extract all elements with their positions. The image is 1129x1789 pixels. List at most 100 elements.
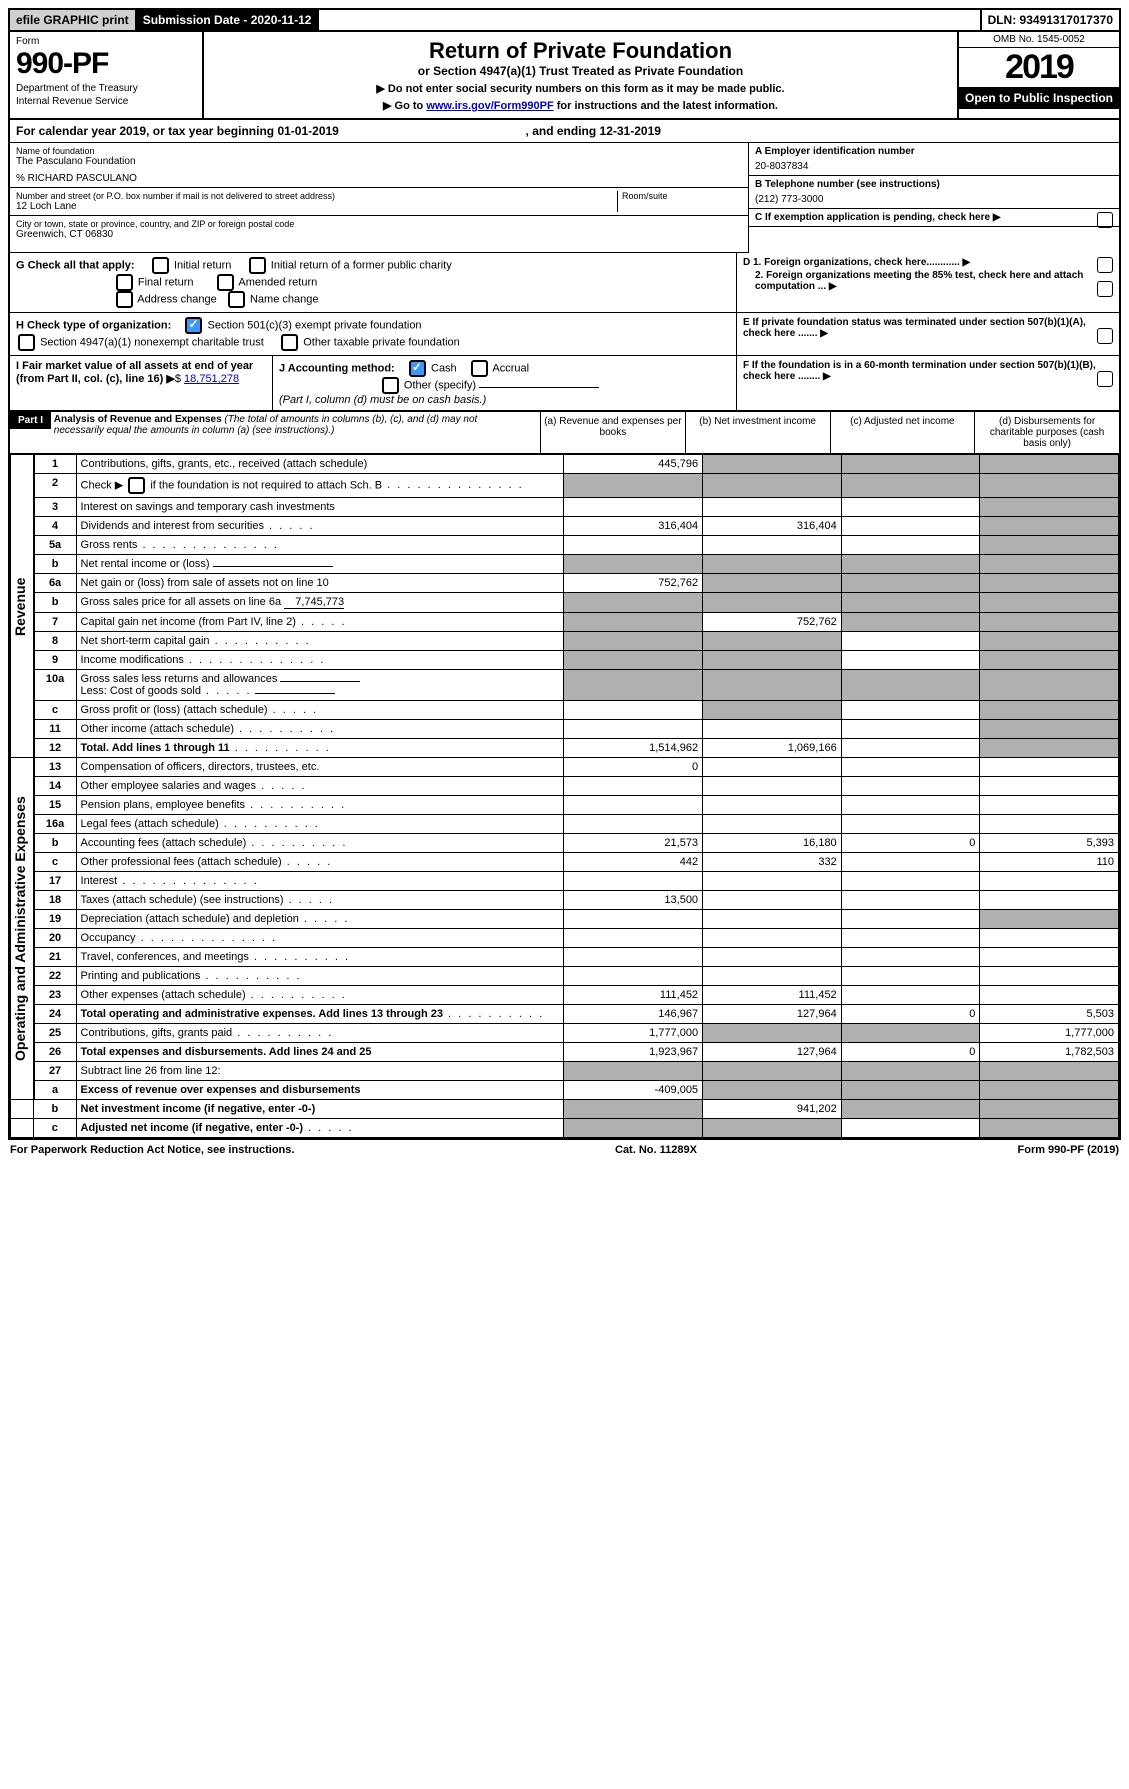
ein-value: 20-8037834 — [755, 161, 1113, 172]
name-change-checkbox[interactable] — [228, 291, 245, 308]
table-row: b Net rental income or (loss) — [11, 555, 1119, 574]
table-row: 20 Occupancy — [11, 929, 1119, 948]
line-val-b — [703, 455, 842, 474]
efile-print-button[interactable]: efile GRAPHIC print — [10, 10, 137, 30]
line-val-a: 13,500 — [564, 891, 703, 910]
final-return-checkbox[interactable] — [116, 274, 133, 291]
line-val-b: 316,404 — [703, 517, 842, 536]
4947a1-checkbox[interactable] — [18, 334, 35, 351]
form-title: Return of Private Foundation — [210, 38, 951, 64]
j-note: (Part I, column (d) must be on cash basi… — [279, 394, 486, 406]
l23-text: Other expenses (attach schedule) — [81, 989, 246, 1001]
table-row: 8 Net short-term capital gain — [11, 632, 1119, 651]
header-left: Form 990-PF Department of the Treasury I… — [10, 32, 204, 118]
line-num: 12 — [34, 739, 76, 758]
f-checkbox[interactable] — [1097, 371, 1113, 387]
h-opt-2: Section 4947(a)(1) nonexempt charitable … — [40, 336, 264, 348]
line-num: b — [34, 593, 76, 613]
table-row: c Adjusted net income (if negative, ente… — [11, 1119, 1119, 1138]
line-desc: Interest on savings and temporary cash i… — [76, 498, 564, 517]
section-g: G Check all that apply: Initial return I… — [10, 253, 736, 312]
line-desc: Gross rents — [76, 536, 564, 555]
col-c-head: (c) Adjusted net income — [830, 412, 975, 453]
line-val-b: 752,762 — [703, 613, 842, 632]
line-desc: Gross sales price for all assets on line… — [76, 593, 564, 613]
line-num: 15 — [34, 796, 76, 815]
other-method-checkbox[interactable] — [382, 377, 399, 394]
form-number: 990-PF — [16, 47, 196, 81]
ein-cell: A Employer identification number 20-8037… — [749, 143, 1119, 176]
l7-text: Capital gain net income (from Part IV, l… — [81, 616, 296, 628]
other-taxable-checkbox[interactable] — [281, 334, 298, 351]
section-g-row: G Check all that apply: Initial return I… — [10, 253, 1119, 313]
line-desc: Total. Add lines 1 through 11 — [76, 739, 564, 758]
line-val-d — [980, 455, 1119, 474]
table-row: 7 Capital gain net income (from Part IV,… — [11, 613, 1119, 632]
line-num: 21 — [34, 948, 76, 967]
g-opt-5: Name change — [250, 293, 319, 305]
line-num: 20 — [34, 929, 76, 948]
501c3-checkbox[interactable] — [185, 317, 202, 334]
e-checkbox[interactable] — [1097, 328, 1113, 344]
dept-treasury: Department of the Treasury — [16, 83, 196, 94]
phone-value: (212) 773-3000 — [755, 194, 1113, 205]
footer: For Paperwork Reduction Act Notice, see … — [8, 1140, 1121, 1160]
table-row: Revenue 1 Contributions, gifts, grants, … — [11, 455, 1119, 474]
section-h: H Check type of organization: Section 50… — [10, 313, 736, 355]
line-desc: Taxes (attach schedule) (see instruction… — [76, 891, 564, 910]
d2-checkbox[interactable] — [1097, 281, 1113, 297]
line-desc: Net rental income or (loss) — [76, 555, 564, 574]
line-num: 27 — [34, 1062, 76, 1081]
form-note-2: ▶ Go to www.irs.gov/Form990PF for instru… — [210, 99, 951, 112]
form-subtitle: or Section 4947(a)(1) Trust Treated as P… — [210, 64, 951, 78]
line-num: b — [34, 555, 76, 574]
part1-header: Part I Analysis of Revenue and Expenses … — [10, 410, 1119, 454]
line-val-a: 1,923,967 — [564, 1043, 703, 1062]
l24-text: Total operating and administrative expen… — [81, 1008, 443, 1020]
fmv-link[interactable]: 18,751,278 — [184, 373, 239, 385]
accrual-checkbox[interactable] — [471, 360, 488, 377]
line-desc: Contributions, gifts, grants, etc., rece… — [76, 455, 564, 474]
table-row: 16a Legal fees (attach schedule) — [11, 815, 1119, 834]
note2-prefix: ▶ Go to — [383, 100, 426, 112]
foundation-name-cell: Name of foundation The Pasculano Foundat… — [10, 143, 748, 188]
j-other: Other (specify) — [404, 379, 476, 391]
g-opt-2: Final return — [138, 276, 194, 288]
line-val-b: 127,964 — [703, 1043, 842, 1062]
line-val-d: 1,782,503 — [980, 1043, 1119, 1062]
line-desc: Net short-term capital gain — [76, 632, 564, 651]
address-change-checkbox[interactable] — [116, 291, 133, 308]
line-desc: Occupancy — [76, 929, 564, 948]
l6b-text: Gross sales price for all assets on line… — [81, 596, 282, 608]
expenses-side-label: Operating and Administrative Expenses — [11, 758, 34, 1100]
line-val-c: 0 — [841, 834, 980, 853]
initial-return-checkbox[interactable] — [152, 257, 169, 274]
revenue-side-label: Revenue — [11, 455, 34, 758]
amended-return-checkbox[interactable] — [217, 274, 234, 291]
part1-title-cell: Part I Analysis of Revenue and Expenses … — [10, 412, 540, 453]
cash-checkbox[interactable] — [409, 360, 426, 377]
table-row: 4 Dividends and interest from securities… — [11, 517, 1119, 536]
line-num: 10a — [34, 670, 76, 701]
l26-text: Total expenses and disbursements. Add li… — [81, 1046, 372, 1058]
l14-text: Other employee salaries and wages — [81, 780, 256, 792]
f-label: F If the foundation is in a 60-month ter… — [743, 360, 1096, 382]
schb-checkbox[interactable] — [128, 477, 145, 494]
exemption-checkbox[interactable] — [1097, 212, 1113, 228]
addr-value: 12 Loch Lane — [16, 201, 617, 212]
g-opt-3: Amended return — [238, 276, 317, 288]
table-row: 3 Interest on savings and temporary cash… — [11, 498, 1119, 517]
instructions-link[interactable]: www.irs.gov/Form990PF — [426, 100, 553, 112]
l9-text: Income modifications — [81, 654, 184, 666]
line-val-c: 0 — [841, 1043, 980, 1062]
omb-number: OMB No. 1545-0052 — [959, 32, 1119, 48]
line-desc: Contributions, gifts, grants paid — [76, 1024, 564, 1043]
exemption-label: C If exemption application is pending, c… — [755, 212, 990, 223]
d1-checkbox[interactable] — [1097, 257, 1113, 273]
calyear-begin: 01-01-2019 — [277, 124, 338, 138]
line-desc: Adjusted net income (if negative, enter … — [76, 1119, 564, 1138]
d1-label: D 1. Foreign organizations, check here..… — [743, 257, 960, 268]
g-label: G Check all that apply: — [16, 259, 135, 271]
initial-former-checkbox[interactable] — [249, 257, 266, 274]
form-label: Form — [16, 36, 196, 47]
